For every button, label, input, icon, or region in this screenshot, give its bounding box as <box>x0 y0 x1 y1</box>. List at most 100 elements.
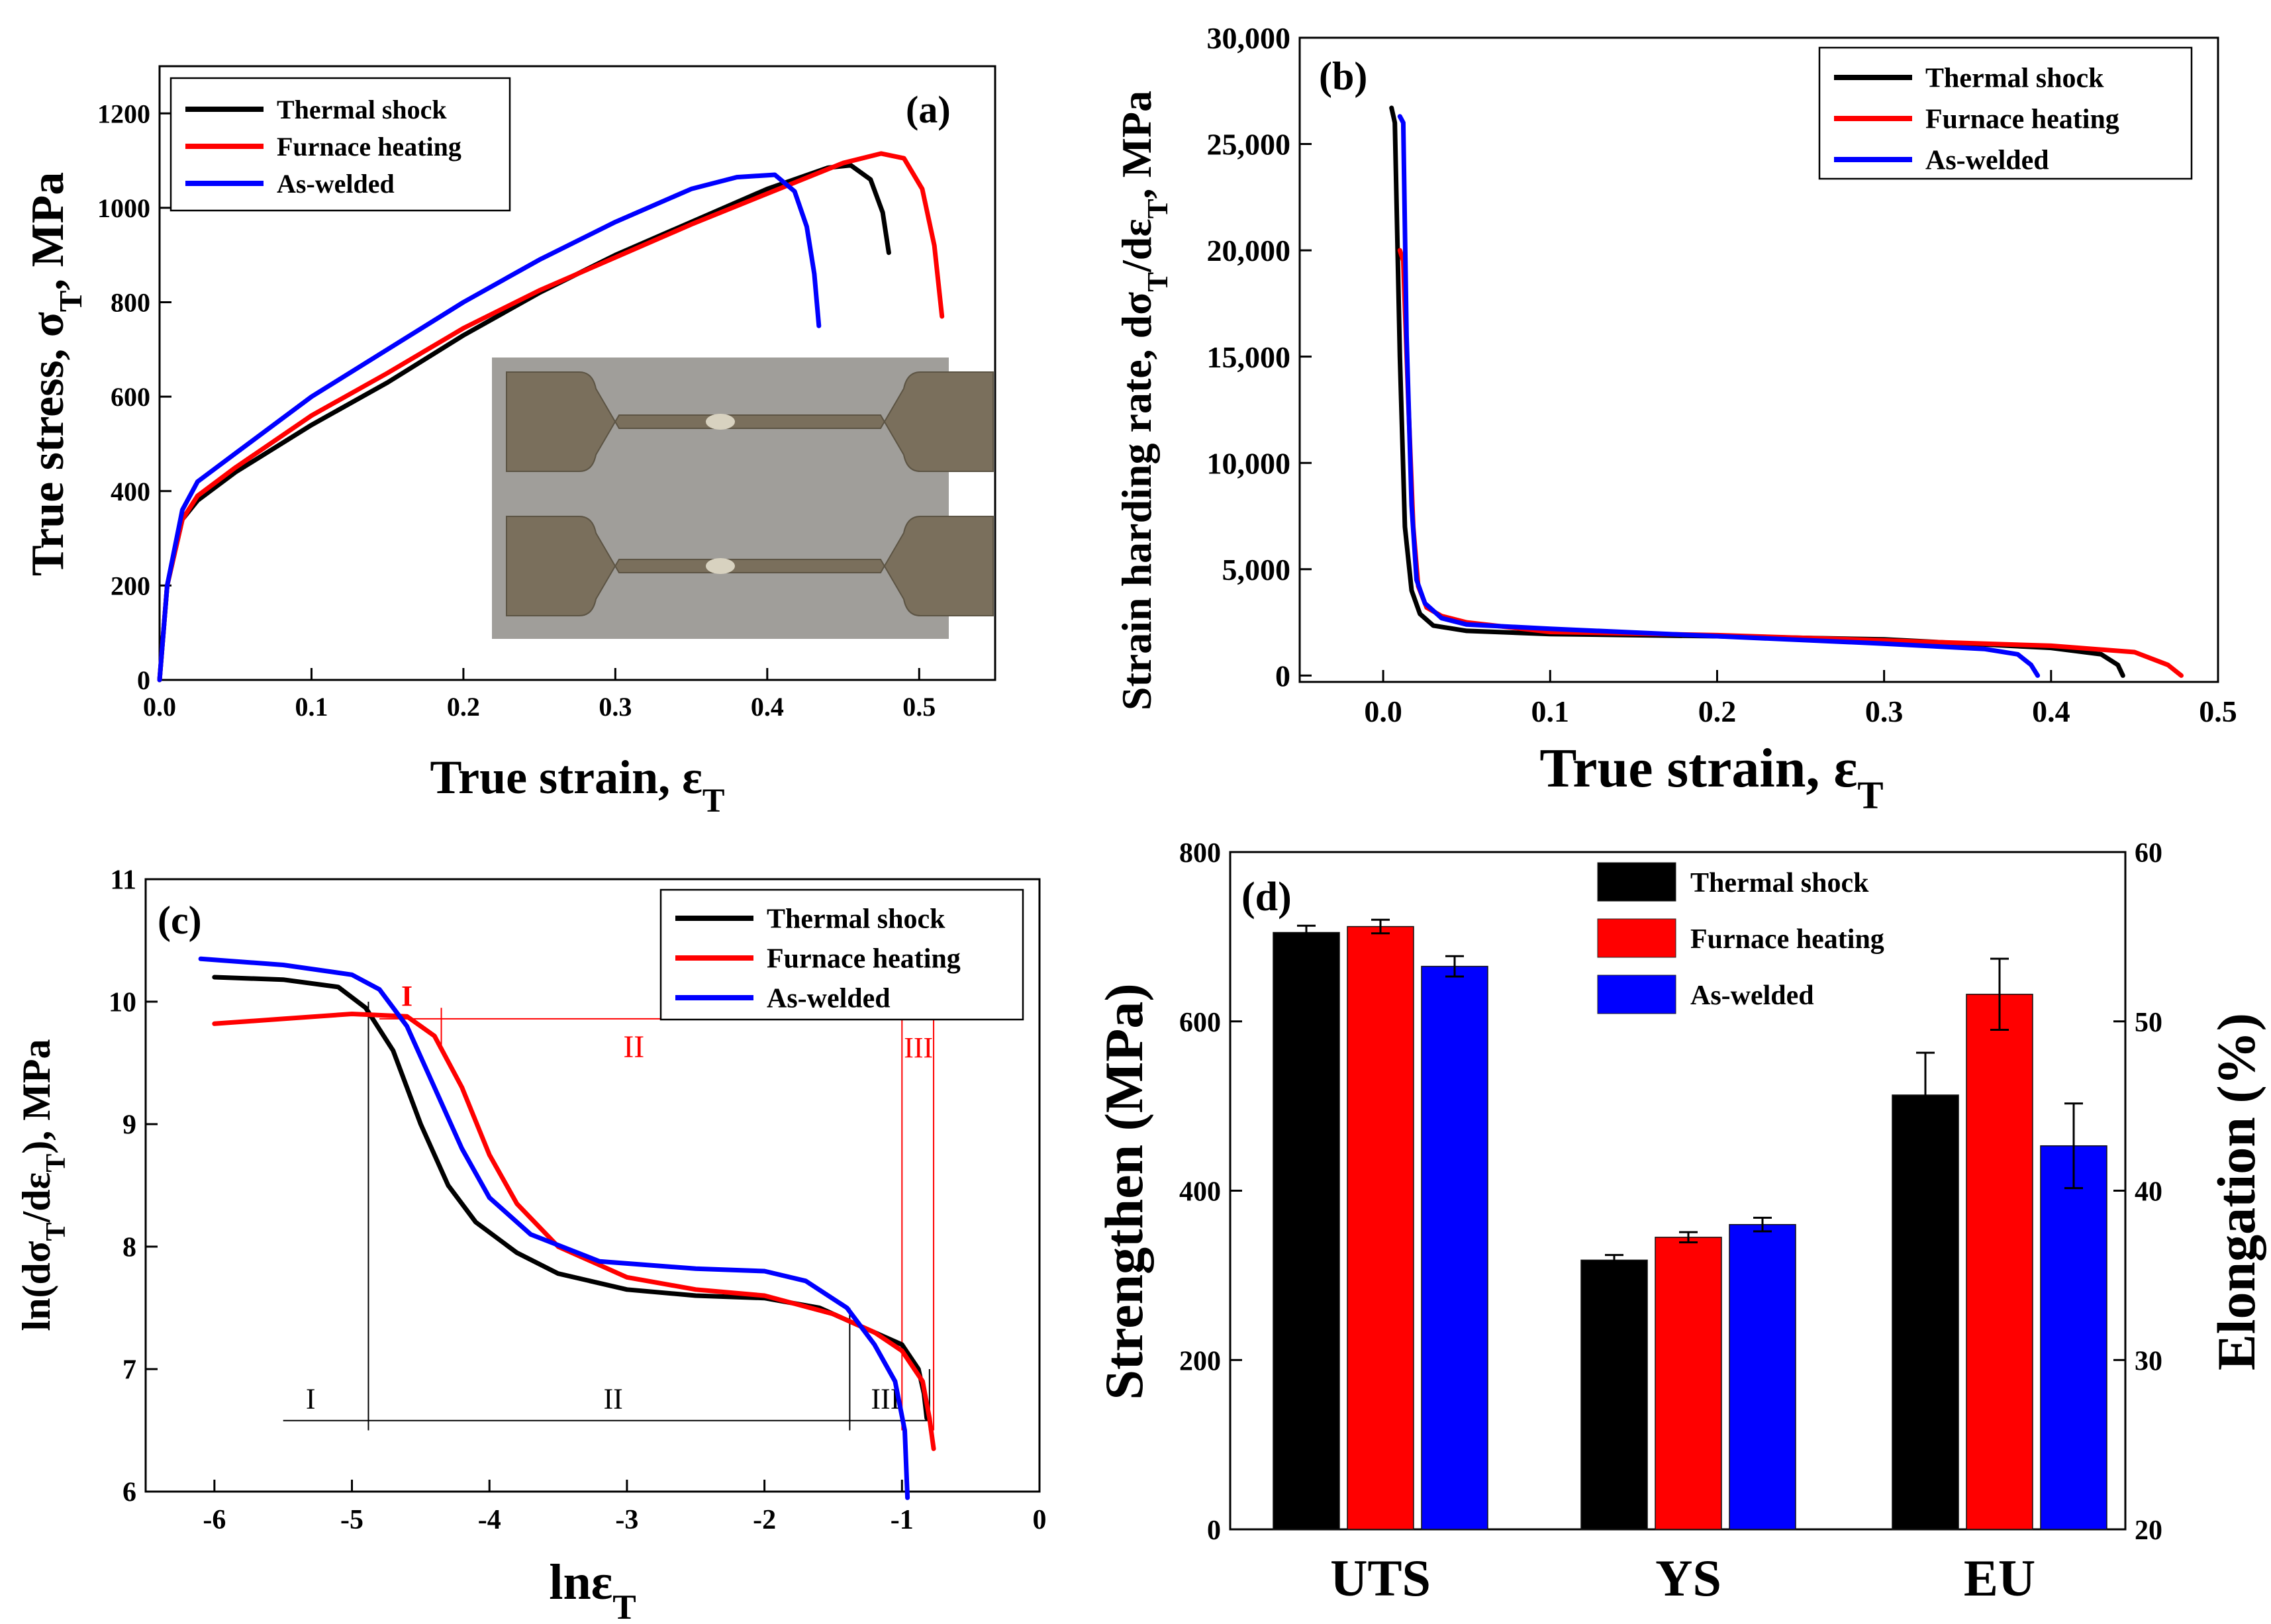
d-legend-swatch <box>1597 975 1676 1014</box>
c-ytick-label: 11 <box>110 865 136 896</box>
c-ylabel: ln(dσT/dεT), MPa <box>15 1039 72 1331</box>
d-legend-label: Furnace heating <box>1690 924 1884 955</box>
a-ylabel: True stress, σT, MPa <box>23 172 89 577</box>
a-ylabel-part-2: , MPa <box>23 172 73 291</box>
c-ytick-label: 10 <box>109 988 136 1018</box>
d-ytick-right-label: 30 <box>2135 1346 2162 1376</box>
c-region-red-label: I <box>401 980 412 1012</box>
a-legend-label: As-welded <box>277 169 395 199</box>
a-ylabel-part-0: True stress, σ <box>23 312 73 576</box>
c-region-black-label: I <box>306 1383 316 1415</box>
b-panel-label: (b) <box>1319 54 1367 98</box>
a-xtick-label: 0.3 <box>599 692 632 722</box>
c-region-red-label: II <box>623 1029 644 1065</box>
b-xtick-label: 0.3 <box>1865 694 1904 728</box>
d-ytick-label: 800 <box>1179 838 1221 869</box>
b-series-thermal-shock <box>1389 105 2125 678</box>
d-bar-eu-1 <box>1966 994 2033 1530</box>
a-ylabel-part-1: T <box>52 291 89 312</box>
a-ytick-label: 1000 <box>97 193 150 223</box>
a-xtick-label: 0.0 <box>143 692 176 722</box>
b-ytick-label: 0 <box>1275 659 1290 693</box>
c-ylabel-part-4: ), MPa <box>15 1039 58 1153</box>
c-xtick-label: -3 <box>615 1505 638 1535</box>
a-ytick-label: 800 <box>111 288 150 318</box>
d-ytick-right-label: 20 <box>2135 1515 2162 1546</box>
b-legend-label: As-welded <box>1925 146 2049 176</box>
c-series-thermal-shock <box>212 975 930 1421</box>
b-series-furnace-heating <box>1397 248 2184 678</box>
b-ytick-label: 15,000 <box>1207 340 1291 374</box>
a-ytick-label: 600 <box>111 382 150 412</box>
b-legend-label: Thermal shock <box>1925 64 2104 94</box>
a-ytick-label: 1200 <box>97 99 150 128</box>
b-ytick-label: 5,000 <box>1222 553 1291 587</box>
a-series-as-welded <box>157 172 822 683</box>
c-xtick-label: -2 <box>753 1505 776 1535</box>
c-xtick-label: 0 <box>1033 1505 1047 1535</box>
d-ytick-right-label: 40 <box>2135 1177 2162 1208</box>
c-xtick-label: -1 <box>891 1505 914 1535</box>
a-inset-specimen-bottom-weld-spot <box>706 558 735 574</box>
c-xlabel-part-0: lnε <box>549 1554 612 1610</box>
d-ytick-right-label: 60 <box>2135 838 2162 869</box>
b-xtick-label: 0.5 <box>2199 694 2237 728</box>
a-xtick-label: 0.4 <box>751 692 784 722</box>
d-bar-eu-2 <box>2040 1145 2107 1530</box>
c-ylabel-part-2: /dε <box>15 1172 58 1223</box>
b-xlabel: True strain, εT <box>1539 738 1883 817</box>
a-xlabel: True strain, εT <box>430 751 724 819</box>
b-legend-label: Furnace heating <box>1925 105 2119 135</box>
a-inset-specimen-bottom <box>506 516 994 616</box>
a-inset-specimen-top <box>506 371 994 472</box>
b-ylabel-part-2: /dε <box>1113 218 1160 273</box>
c-xtick-label: -4 <box>478 1505 501 1535</box>
c-legend-label: Thermal shock <box>767 904 945 935</box>
b-ytick-label: 30,000 <box>1207 21 1291 55</box>
c-xtick-label: -5 <box>340 1505 363 1535</box>
c-plot-frame <box>144 878 1041 1493</box>
c-xlabel: lnεT <box>549 1554 636 1624</box>
d-ytick-label: 200 <box>1179 1346 1221 1376</box>
d-bar-uts-1 <box>1347 926 1414 1530</box>
d-ylabel-right: Elongation (%) <box>2206 1013 2266 1370</box>
d-legend-swatch <box>1597 862 1676 902</box>
a-series-furnace-heating <box>157 151 945 683</box>
d-bar-uts-2 <box>1421 965 1488 1530</box>
c-series-as-welded <box>198 956 910 1500</box>
b-ylabel: Strain harding rate, dσT/dεT, MPa <box>1113 91 1174 710</box>
c-legend-label: Furnace heating <box>767 944 961 975</box>
b-ylabel-part-4: , MPa <box>1113 91 1160 199</box>
d-ytick-label: 0 <box>1207 1515 1221 1546</box>
d-panel-label: (d) <box>1241 875 1292 920</box>
b-ylabel-part-1: T <box>1141 272 1174 292</box>
b-ylabel-part-3: T <box>1141 199 1174 218</box>
b-xlabel-part-1: T <box>1857 774 1883 817</box>
a-xtick-label: 0.5 <box>902 692 936 722</box>
d-ytick-label: 600 <box>1179 1008 1221 1038</box>
a-legend-label: Furnace heating <box>277 132 461 162</box>
b-ytick-label: 25,000 <box>1207 128 1291 162</box>
d-bar-eu-0 <box>1892 1094 1959 1530</box>
c-ytick-label: 7 <box>122 1355 136 1386</box>
a-ytick-label: 0 <box>137 665 150 695</box>
a-legend-label: Thermal shock <box>277 95 447 124</box>
c-xtick-label: -6 <box>203 1505 226 1535</box>
a-xlabel-part-0: True strain, ε <box>430 751 702 804</box>
c-ytick-label: 9 <box>122 1110 136 1141</box>
a-ytick-label: 400 <box>111 477 150 506</box>
a-xlabel-part-1: T <box>702 782 725 819</box>
c-ylabel-part-3: T <box>41 1154 72 1172</box>
a-panel-label: (a) <box>906 88 951 131</box>
d-legend-swatch <box>1597 918 1676 958</box>
d-ytick-label: 400 <box>1179 1177 1221 1208</box>
d-bar-ys-2 <box>1729 1223 1796 1530</box>
c-series-furnace-heating <box>212 1012 936 1451</box>
d-bar-ys-1 <box>1655 1237 1722 1530</box>
b-series-as-welded <box>1397 114 2041 678</box>
panel-d-bar-chart: 0 200 400 600 800 20 30 40 50 60 UTS YS EU Thermal sh… <box>1094 838 2266 1607</box>
c-ytick-label: 6 <box>122 1478 136 1508</box>
b-ytick-label: 10,000 <box>1207 446 1291 480</box>
